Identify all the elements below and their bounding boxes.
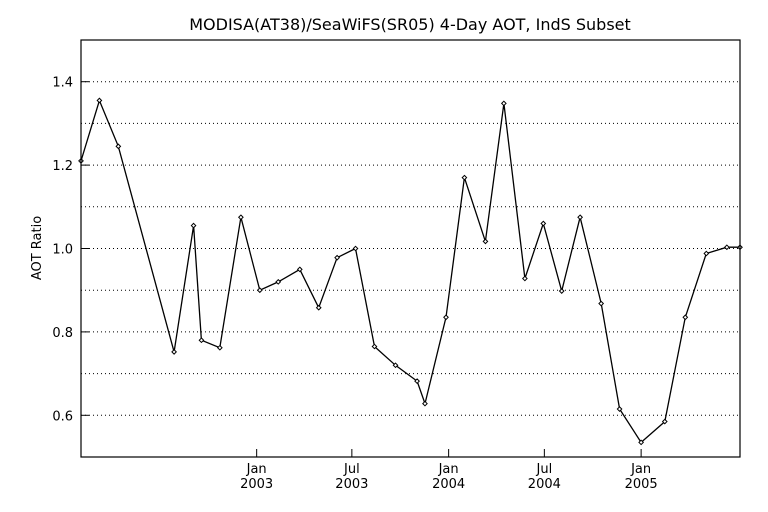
data-point [482,238,489,245]
x-tick-year-label: 2004 [528,477,561,492]
data-point [256,287,263,294]
y-axis: 0.6 0.8 1.0 1.2 1.4 [52,76,89,424]
data-point [275,278,282,285]
data-point [703,250,710,257]
data-point [371,343,378,350]
data-point [461,174,468,181]
data-point [723,244,730,251]
data-point [422,400,428,407]
data-point [558,288,565,294]
y-tick-label: 1.4 [52,76,73,91]
x-tick-month-label: Jul [536,462,553,477]
data-point [352,245,359,252]
data-point [521,275,528,282]
data-point [392,362,399,369]
gridlines [81,81,740,416]
data-point [237,214,244,221]
data-point [296,266,303,273]
series [78,97,743,446]
data-point [115,143,122,150]
data-point [616,406,623,412]
x-tick-month-label: Jan [438,462,459,477]
y-tick-label: 1.0 [52,243,73,258]
y-tick-label: 0.8 [52,326,73,341]
data-point [190,222,197,229]
data-point [638,439,645,446]
x-tick-month-label: Jan [630,462,651,477]
data-point [682,314,689,321]
y-tick-label: 1.2 [52,159,73,174]
data-point [443,314,449,321]
data-point [414,378,420,385]
series-line [80,98,740,444]
data-point [334,254,341,261]
x-tick-year-label: 2003 [240,477,273,492]
y-tick-label: 0.6 [52,409,73,424]
data-point [315,304,322,311]
y-axis-label: AOT Ratio [30,216,45,280]
data-point [598,300,605,307]
x-tick-year-label: 2003 [335,477,368,492]
data-point [577,214,584,221]
data-point [96,97,103,104]
plot-frame [80,39,741,458]
data-point [171,349,177,355]
x-tick-year-label: 2005 [625,477,658,492]
data-point [216,344,223,351]
data-point [540,220,547,227]
chart-title: MODISA(AT38)/SeaWiFS(SR05) 4-Day AOT, In… [189,15,631,34]
x-tick-year-label: 2004 [432,477,465,492]
data-point [500,100,507,107]
x-tick-month-label: Jul [343,462,360,477]
data-point [198,337,205,344]
x-tick-month-label: Jan [246,462,267,477]
data-point [661,418,668,425]
